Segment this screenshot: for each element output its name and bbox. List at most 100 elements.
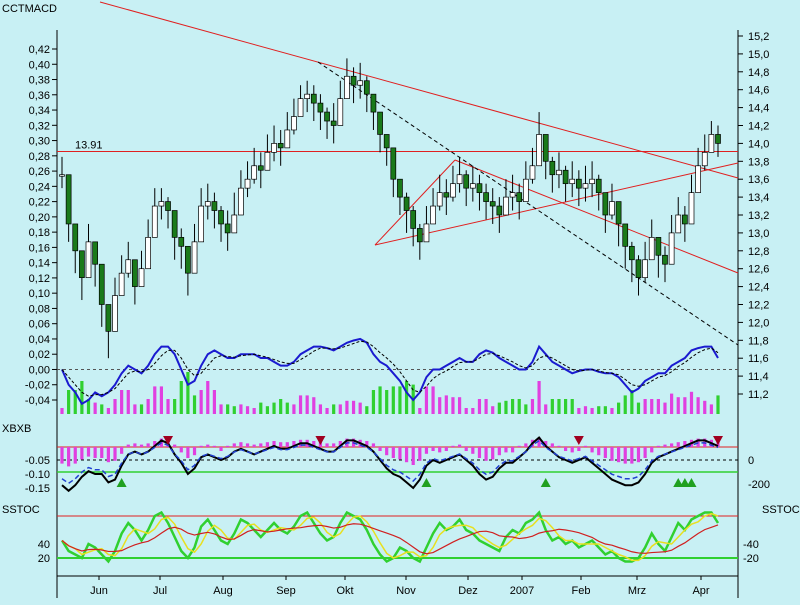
candle-body: [575, 178, 582, 189]
xbxb-bar: [245, 443, 250, 447]
macd-histogram-bar: [186, 372, 190, 414]
xbxb-bar: [457, 444, 462, 447]
candle-body: [132, 259, 138, 287]
macd-histogram-bar: [279, 399, 283, 414]
macd-histogram-bar: [537, 381, 541, 414]
macd-histogram-bar: [444, 395, 448, 414]
right-axis-tick: 11,4: [748, 371, 769, 383]
macd-histogram-bar: [510, 399, 515, 414]
macd-histogram-bar: [689, 391, 694, 414]
candle-body: [264, 152, 271, 171]
candle-body: [609, 201, 615, 216]
macd-histogram-bar: [345, 400, 349, 414]
macd-histogram-bar: [577, 408, 581, 414]
candle-body: [291, 116, 297, 131]
xbxb-bar: [524, 443, 528, 447]
right-axis-tick: 12,6: [748, 264, 769, 276]
xbxb-bar: [557, 445, 561, 447]
candle-body: [536, 134, 542, 167]
buy-triangle: [421, 478, 432, 487]
macd-histogram-bar: [550, 399, 554, 414]
candle-body: [456, 174, 463, 185]
macd-histogram-bar: [245, 406, 250, 414]
candle-body: [549, 160, 556, 176]
macd-histogram-bar: [583, 406, 588, 414]
macd-histogram-bar: [219, 404, 223, 414]
xbxb-bar: [186, 447, 190, 458]
candle-body: [238, 187, 244, 216]
candle-body: [516, 192, 523, 202]
candle-body: [595, 178, 602, 193]
macd-histogram-bar: [570, 399, 574, 414]
macd-histogram-bar: [517, 399, 521, 414]
macd-histogram-bar: [126, 390, 130, 414]
xbxb-bar: [643, 447, 647, 458]
right-axis-tick: 13,2: [748, 210, 769, 222]
xbxb-bar: [676, 442, 680, 447]
macd-histogram-bar: [226, 404, 230, 414]
left-axis-tick: 0,06: [29, 319, 50, 331]
candle-body: [635, 259, 642, 278]
candle-body: [390, 147, 397, 180]
xbxb-bar: [312, 441, 316, 447]
xbxb-bar: [60, 447, 64, 464]
left-axis-tick: 0,08: [29, 303, 50, 315]
candle-body: [125, 259, 132, 274]
candle-body: [682, 214, 688, 225]
macd-histogram-bar: [199, 390, 203, 414]
xbxb-bar: [623, 447, 627, 464]
candle-body: [708, 134, 715, 153]
chart-title: CCTMACD: [2, 3, 57, 15]
xbxb-bar: [279, 442, 283, 447]
x-axis-label: 2007: [510, 585, 534, 597]
xbxb-bar: [563, 447, 568, 451]
left-axis-tick: 0,16: [29, 242, 50, 254]
xbxb-bar: [477, 447, 482, 458]
macd-histogram-bar: [670, 393, 674, 414]
right-axis-tick: 15,0: [748, 49, 769, 61]
xbxb-bar: [650, 447, 654, 453]
macd-histogram-bar: [325, 408, 329, 414]
sstoc-label-right: SSTOC: [762, 504, 800, 516]
candle-body: [450, 183, 456, 198]
left-axis-tick: 0,28: [29, 151, 50, 163]
x-axis-label: Sep: [276, 585, 296, 597]
x-axis-label: Mrz: [628, 585, 646, 597]
xbxb-bar: [226, 445, 230, 447]
candle-body: [59, 174, 65, 177]
candle-body: [556, 169, 562, 176]
macd-histogram-bar: [484, 399, 488, 414]
macd-histogram-bar: [252, 408, 256, 414]
macd-histogram-bar: [312, 397, 316, 414]
candle-body: [218, 210, 224, 225]
sstoc-left-tick: 40: [38, 539, 50, 551]
candle-body: [310, 93, 317, 104]
candle-body: [569, 178, 576, 185]
candle-body: [297, 98, 304, 117]
macd-histogram-bar: [272, 402, 276, 414]
right-axis-tick: 13,0: [748, 228, 769, 240]
buy-triangle: [673, 478, 684, 487]
lower-channel-line: [454, 159, 739, 274]
xbxb-bar: [212, 445, 217, 447]
xbxb-bar: [106, 447, 110, 463]
xbxb-bar: [179, 447, 183, 453]
xbxb-bar: [583, 445, 588, 447]
xbxb-bar: [259, 443, 263, 447]
sstoc-right-tick: -40: [743, 539, 759, 551]
downtrend-line: [99, 1, 739, 179]
candle-body: [231, 214, 238, 234]
left-axis-tick: 0,02: [29, 349, 50, 361]
xbxb-bar: [100, 447, 104, 458]
xbxb-right-tick: -200: [748, 479, 770, 491]
macd-histogram-bar: [80, 381, 84, 414]
x-axis-label: Nov: [396, 585, 416, 597]
left-axis-tick: 0,36: [29, 90, 50, 102]
xbxb-bar: [332, 443, 336, 447]
right-axis-tick: 12,4: [748, 282, 769, 294]
right-axis-tick: 13,8: [748, 156, 769, 168]
xbxb-bar: [272, 441, 276, 447]
candle-body: [145, 237, 151, 270]
buy-triangle: [686, 478, 697, 487]
candle-body: [582, 183, 589, 189]
